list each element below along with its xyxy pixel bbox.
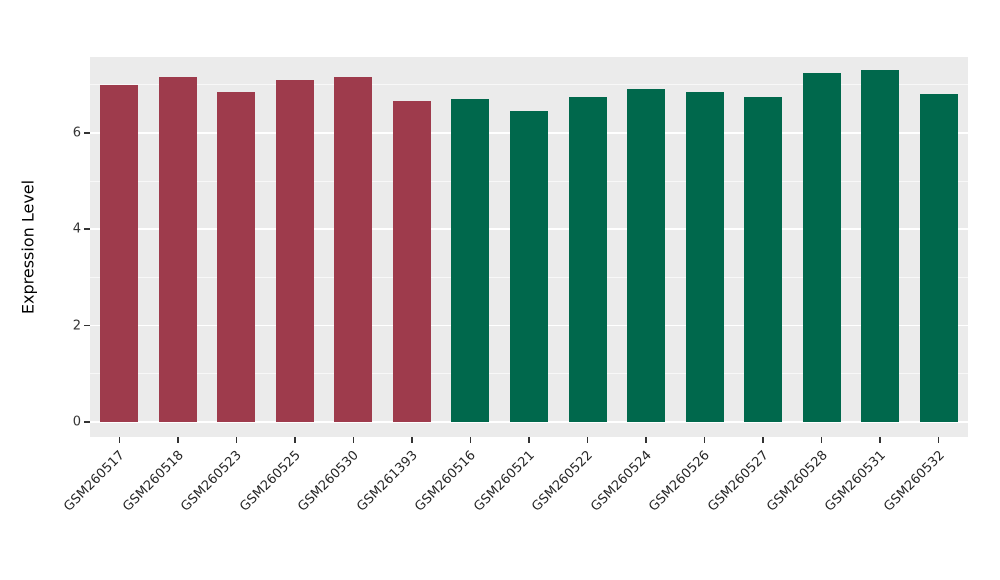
x-tick-label-GSM260522: GSM260522: [529, 448, 597, 515]
bar-GSM260530: [334, 77, 373, 422]
x-tick-mark: [177, 437, 179, 443]
bar-GSM260517: [100, 84, 139, 422]
bar-GSM260525: [275, 79, 314, 422]
bar-GSM260522: [568, 96, 607, 422]
x-tick-label-GSM260517: GSM260517: [61, 448, 128, 515]
x-tick-label-GSM260521: GSM260521: [471, 448, 538, 515]
bar-GSM260528: [802, 72, 841, 422]
y-tick-label: 4: [72, 221, 81, 237]
x-tick-label-GSM260530: GSM260530: [295, 448, 363, 515]
plot-panel: [90, 57, 968, 437]
x-tick-mark: [820, 437, 823, 443]
x-tick-label-GSM260531: GSM260531: [822, 448, 889, 515]
x-tick-mark: [703, 437, 706, 443]
x-tick-label-GSM260518: GSM260518: [119, 448, 187, 515]
x-tick-mark: [937, 437, 940, 443]
bar-GSM260518: [158, 77, 197, 422]
x-tick-mark: [352, 437, 355, 443]
x-tick-label-GSM260526: GSM260526: [646, 448, 714, 515]
bar-GSM260532: [919, 94, 958, 422]
x-tick-label-GSM260528: GSM260528: [763, 448, 831, 515]
gridline-minor: [90, 84, 968, 85]
y-tick-label: 0: [72, 414, 81, 430]
x-tick-mark: [469, 437, 472, 443]
x-tick-mark: [528, 437, 530, 443]
x-tick-mark: [879, 437, 881, 443]
x-tick-mark: [294, 437, 296, 443]
x-tick-label-GSM260527: GSM260527: [705, 448, 772, 515]
bar-GSM261393: [392, 101, 431, 422]
bar-GSM260531: [861, 70, 900, 422]
x-tick-mark: [586, 437, 589, 443]
x-tick-mark: [411, 437, 413, 443]
bar-GSM260526: [685, 91, 724, 422]
y-tick-label: 6: [72, 125, 81, 141]
y-tick-label: 2: [72, 318, 81, 334]
x-tick-label-GSM260532: GSM260532: [880, 448, 948, 515]
x-tick-label-GSM260524: GSM260524: [588, 448, 655, 515]
x-tick-mark: [118, 437, 121, 443]
x-tick-mark: [645, 437, 647, 443]
bar-GSM260516: [451, 99, 490, 422]
x-tick-mark: [762, 437, 764, 443]
x-tick-label-GSM260523: GSM260523: [178, 448, 245, 515]
bar-GSM260521: [509, 111, 548, 422]
x-tick-label-GSM260516: GSM260516: [412, 448, 480, 515]
x-tick-mark: [235, 437, 238, 443]
bar-GSM260524: [627, 89, 666, 422]
bar-GSM260523: [217, 91, 256, 422]
x-tick-label-GSM260525: GSM260525: [236, 448, 304, 515]
bar-GSM260527: [744, 96, 783, 422]
gridline-major: [90, 421, 968, 423]
y-axis-title-text: Expression Level: [18, 179, 38, 315]
x-tick-label-GSM261393: GSM261393: [353, 448, 421, 515]
